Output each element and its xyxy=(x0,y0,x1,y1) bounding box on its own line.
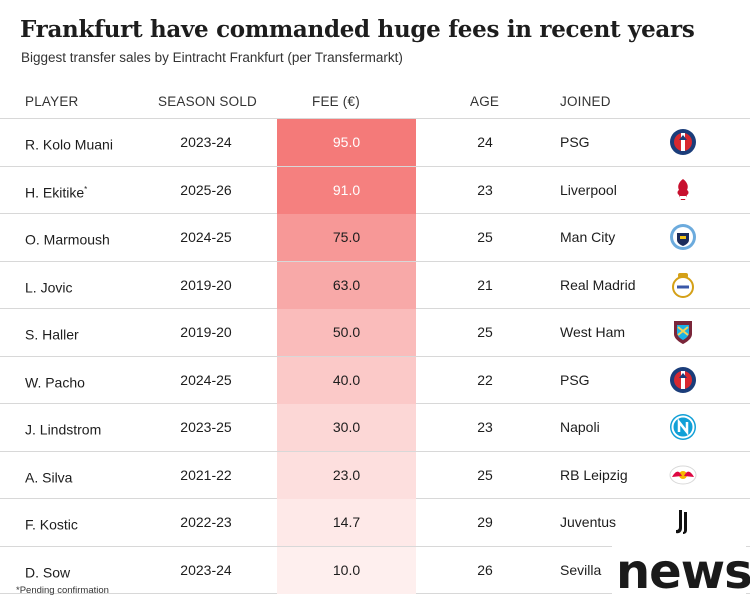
table-row: R. Kolo Muani 2023-24 95.0 24 PSG xyxy=(0,119,750,167)
season-sold: 2023-24 xyxy=(180,134,232,150)
fee-value: 40.0 xyxy=(332,371,361,388)
table-row: F. Kostic 2022-23 14.7 29 Juventus xyxy=(0,499,750,547)
fee-value: 75.0 xyxy=(332,229,361,245)
juventus-crest-icon xyxy=(669,508,697,536)
season-sold: 2023-24 xyxy=(180,561,232,578)
player-name: R. Kolo Muani xyxy=(25,136,113,153)
fee-value: 14.7 xyxy=(332,514,361,530)
joined-club: West Ham xyxy=(560,324,626,340)
player-name: L. Jovic xyxy=(25,279,73,296)
fee-cell-background xyxy=(277,309,416,356)
fee-cell-background xyxy=(277,356,416,404)
player-age: 23 xyxy=(477,419,493,435)
player-name: J. Lindstrom xyxy=(25,421,102,438)
napoli-crest-icon xyxy=(669,413,697,441)
player-age: 26 xyxy=(477,561,493,578)
table-body: R. Kolo Muani 2023-24 95.0 24 PSG H. Ekitike*… xyxy=(0,119,750,594)
season-sold: 2022-23 xyxy=(180,514,232,530)
season-sold: 2025-26 xyxy=(180,181,232,198)
joined-club: PSG xyxy=(560,371,590,388)
player-age: 25 xyxy=(477,324,493,340)
table-row: D. Sow 2023-24 10.0 26 Sevilla xyxy=(0,546,750,594)
table-row: L. Jovic 2019-20 63.0 21 Real Madrid xyxy=(0,261,750,309)
header-season-sold: SEASON SOLD xyxy=(158,94,257,109)
fee-cell-background xyxy=(277,404,416,451)
rb-leipzig-crest-icon xyxy=(669,461,697,489)
player-age: 29 xyxy=(477,514,493,530)
player-age: 22 xyxy=(477,371,493,388)
joined-club: Juventus xyxy=(560,514,617,530)
fee-cell-background xyxy=(277,214,416,261)
player-name: D. Sow xyxy=(25,564,71,581)
liverpool-crest-icon xyxy=(669,176,697,204)
player-age: 25 xyxy=(477,466,493,483)
fee-value: 95.0 xyxy=(332,134,361,150)
fee-cell-background xyxy=(277,119,416,166)
chart-title: Frankfurt have commanded huge fees in re… xyxy=(20,16,695,43)
joined-club: Real Madrid xyxy=(560,276,636,293)
header-joined: JOINED xyxy=(560,94,611,109)
table-row: O. Marmoush 2024-25 75.0 25 Man City xyxy=(0,214,750,262)
header-fee: FEE (€) xyxy=(312,94,360,109)
player-age: 23 xyxy=(477,181,493,198)
fee-value: 91.0 xyxy=(332,181,361,198)
fee-value: 23.0 xyxy=(332,466,361,483)
joined-club: RB Leipzig xyxy=(560,466,628,483)
season-sold: 2019-20 xyxy=(180,276,232,293)
fee-cell-background xyxy=(277,451,416,499)
table-row: H. Ekitike* 2025-26 91.0 23 Liverpool xyxy=(0,166,750,214)
fee-value: 50.0 xyxy=(332,324,361,340)
fee-value: 10.0 xyxy=(332,561,361,578)
footnote: *Pending confirmation xyxy=(16,585,109,596)
player-name: W. Pacho xyxy=(25,374,85,391)
player-age: 24 xyxy=(477,134,493,150)
joined-club: PSG xyxy=(560,134,590,150)
fee-cell-background xyxy=(277,546,416,594)
player-name: F. Kostic xyxy=(25,516,78,533)
table-row: J. Lindstrom 2023-25 30.0 23 Napoli xyxy=(0,404,750,452)
season-sold: 2019-20 xyxy=(180,324,232,340)
season-sold: 2024-25 xyxy=(180,371,232,388)
fee-value: 63.0 xyxy=(332,276,361,293)
man-city-crest-icon xyxy=(669,223,697,251)
chart-subtitle: Biggest transfer sales by Eintracht Fran… xyxy=(21,50,403,65)
transfer-table: PLAYER SEASON SOLD FEE (€) AGE JOINED R.… xyxy=(0,84,750,594)
player-name: S. Haller xyxy=(25,326,79,343)
joined-club: Napoli xyxy=(560,419,600,435)
real-madrid-crest-icon xyxy=(669,271,697,299)
player-name: O. Marmoush xyxy=(25,231,110,248)
fee-cell-background xyxy=(277,499,416,546)
season-sold: 2024-25 xyxy=(180,229,232,245)
joined-club: Sevilla xyxy=(560,561,602,578)
season-sold: 2021-22 xyxy=(180,466,232,483)
joined-club: Liverpool xyxy=(560,181,617,198)
fee-cell-background xyxy=(277,261,416,309)
table-row: S. Haller 2019-20 50.0 25 West Ham xyxy=(0,309,750,357)
news-watermark: news xyxy=(612,544,750,600)
psg-crest-icon xyxy=(669,128,697,156)
player-age: 25 xyxy=(477,229,493,245)
table-row: A. Silva 2021-22 23.0 25 RB Leipzig xyxy=(0,451,750,499)
header-player: PLAYER xyxy=(25,94,79,109)
player-name: H. Ekitike* xyxy=(25,184,88,201)
player-age: 21 xyxy=(477,276,493,293)
table-row: W. Pacho 2024-25 40.0 22 PSG xyxy=(0,356,750,404)
west-ham-crest-icon xyxy=(669,318,697,346)
fee-cell-background xyxy=(277,166,416,214)
fee-value: 30.0 xyxy=(332,419,361,435)
header-age: AGE xyxy=(470,94,500,109)
joined-club: Man City xyxy=(560,229,616,245)
psg-crest-icon xyxy=(669,366,697,394)
table-header: PLAYER SEASON SOLD FEE (€) AGE JOINED xyxy=(0,84,750,119)
player-name: A. Silva xyxy=(25,469,73,486)
season-sold: 2023-25 xyxy=(180,419,232,435)
